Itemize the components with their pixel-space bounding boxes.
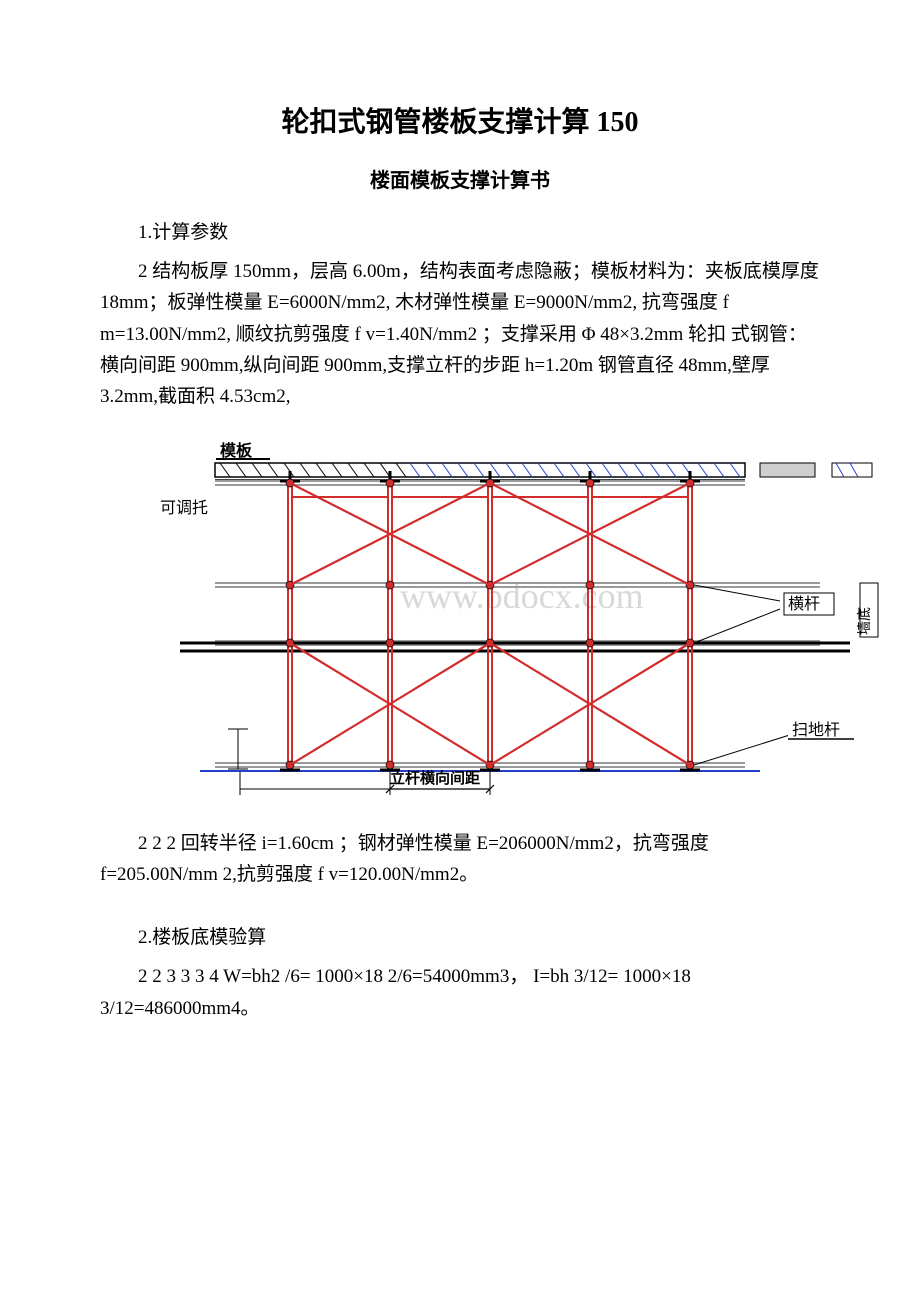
svg-text:模板: 模板 bbox=[220, 441, 253, 460]
svg-text:横杆: 横杆 bbox=[788, 595, 820, 613]
svg-text:可调托: 可调托 bbox=[160, 499, 208, 517]
section-1-heading: 1.计算参数 bbox=[100, 217, 820, 244]
section-2-heading: 2.楼板底模验算 bbox=[100, 922, 820, 949]
page-title: 轮扣式钢管楼板支撑计算 150 bbox=[100, 100, 820, 140]
paragraph-1: 2 结构板厚 150mm，层高 6.00m，结构表面考虑隐蔽；模板材料为：夹板底… bbox=[100, 256, 820, 413]
svg-text:立杆横向间距: 立杆横向间距 bbox=[390, 769, 480, 787]
scaffold-svg: 模板可调托www.bdocx.com横杆墙底扫地杆立杆横向间距 bbox=[120, 433, 880, 803]
scaffold-diagram: 模板可调托www.bdocx.com横杆墙底扫地杆立杆横向间距 bbox=[120, 433, 880, 808]
paragraph-3: 2 2 3 3 3 4 W=bh2 /6= 1000×18 2/6=54000m… bbox=[100, 961, 820, 1024]
svg-text:扫地杆: 扫地杆 bbox=[792, 721, 840, 739]
page-subtitle: 楼面模板支撑计算书 bbox=[100, 164, 820, 193]
svg-text:墙底: 墙底 bbox=[857, 607, 873, 635]
paragraph-2: 2 2 2 回转半径 i=1.60cm ；钢材弹性模量 E=206000N/mm… bbox=[100, 828, 820, 891]
